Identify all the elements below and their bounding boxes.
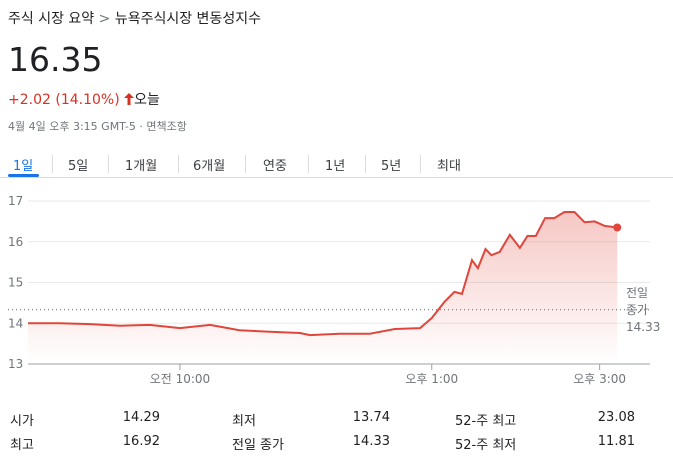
breadcrumb-sep: >	[98, 11, 111, 27]
change-value: +2.02 (14.10%)	[8, 92, 120, 108]
timestamp: 4월 4일 오후 3:15 GMT-5	[8, 120, 136, 133]
area-fill	[28, 212, 618, 364]
y-tick-label: 16	[8, 235, 23, 249]
tab[interactable]: 1년	[325, 159, 346, 174]
tab-separator	[365, 155, 366, 173]
y-tick-label: 13	[8, 357, 23, 371]
stat-label: 시가	[10, 414, 34, 429]
tab-separator	[308, 155, 309, 173]
tab-separator	[52, 155, 53, 173]
previous-close-value: 14.33	[626, 320, 660, 334]
period: 오늘	[134, 92, 160, 108]
y-tick-label: 15	[8, 276, 23, 290]
arrow-icon	[124, 93, 135, 105]
stat-label: 52-주 최고	[455, 414, 517, 429]
x-tick-label: 오후 3:00	[573, 372, 626, 386]
stat-label: 52-주 최저	[455, 438, 517, 453]
tab-separator	[108, 155, 109, 173]
tab[interactable]: 최대	[437, 159, 461, 174]
stat-value: 23.08	[597, 410, 635, 425]
previous-close-label: 전일	[626, 286, 648, 300]
timestamp-row: 4월 4일 오후 3:15 GMT-5 · 면책조항	[8, 118, 187, 134]
tab-underline	[8, 174, 39, 177]
line	[28, 211, 618, 337]
disclaimer[interactable]: · 면책조항	[139, 120, 187, 133]
tab[interactable]: 1개월	[125, 159, 158, 174]
tab-separator	[420, 155, 421, 173]
tab[interactable]: 5일	[68, 159, 89, 174]
y-tick-label: 17	[8, 194, 23, 208]
tab-separator	[245, 155, 246, 173]
tab[interactable]: 6개월	[193, 159, 226, 174]
stat-value: 14.33	[352, 434, 390, 449]
tab[interactable]: 연중	[263, 159, 287, 174]
stat-label: 최고	[10, 438, 34, 453]
stat-value: 11.81	[597, 434, 635, 449]
down-arrow	[124, 93, 135, 105]
tab[interactable]: 1일	[13, 159, 34, 174]
tab[interactable]: 5년	[381, 159, 402, 174]
y-tick-label: 14	[8, 316, 23, 330]
breadcrumb: 주식 시장 요약 > 뉴욕주식시장 변동성지수	[8, 8, 261, 28]
breadcrumb-current: 뉴욕주식시장 변동성지수	[114, 11, 261, 27]
change: +2.02 (14.10%) 오늘	[8, 89, 160, 109]
stat-label: 최저	[232, 414, 256, 429]
x-tick-label: 오전 10:00	[150, 372, 210, 386]
stat-label: 전일 종가	[232, 438, 284, 453]
tabs-divider	[0, 177, 673, 178]
stat-value: 13.74	[352, 410, 390, 425]
last-point	[613, 223, 622, 232]
previous-close-label: 종가	[626, 303, 648, 317]
x-tick-label: 오후 1:00	[405, 372, 458, 386]
stat-value: 14.29	[122, 410, 160, 425]
stat-value: 16.92	[122, 434, 160, 449]
price: 16.35	[8, 40, 103, 79]
breadcrumb-link[interactable]: 주식 시장 요약	[8, 11, 95, 27]
tab-separator	[178, 155, 179, 173]
